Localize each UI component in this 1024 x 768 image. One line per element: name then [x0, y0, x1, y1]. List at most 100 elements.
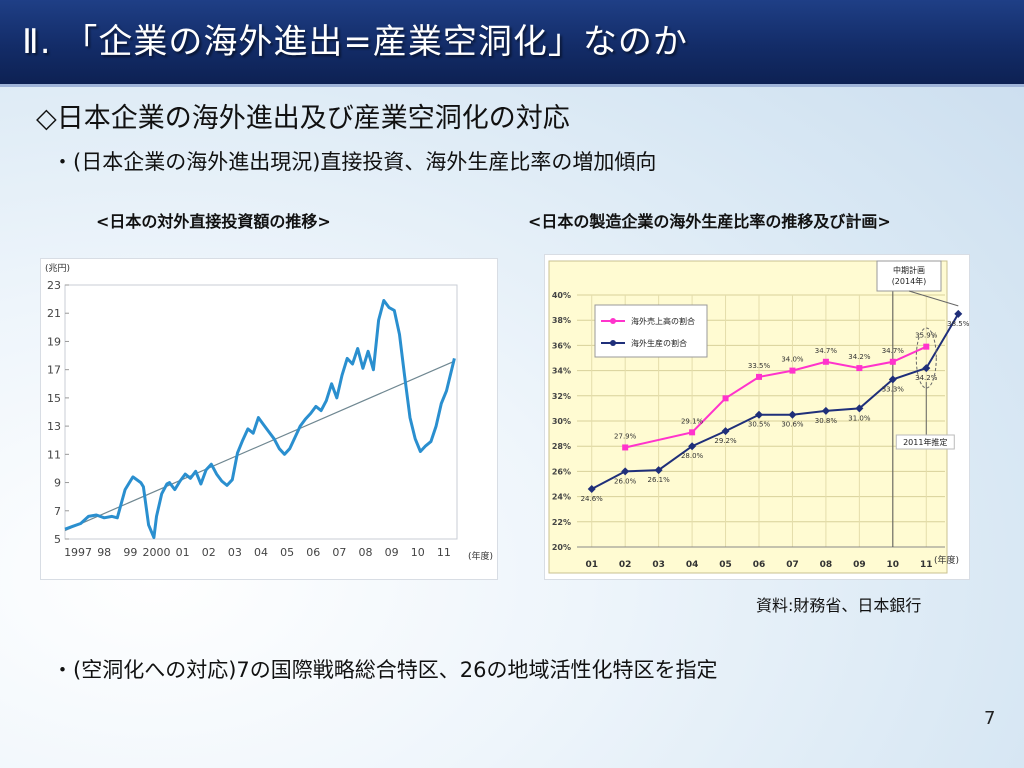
data-label-s1-0: 24.6%: [581, 495, 604, 503]
y-tick-label-3: 11: [47, 448, 61, 461]
x-tick-label-8: 05: [280, 546, 294, 559]
data-label-s1-11: 38.5%: [947, 320, 969, 328]
data-label-s0-4: 34.0%: [781, 356, 804, 364]
plan-box-line-1: (2014年): [892, 276, 927, 286]
legend-marker-0: [610, 318, 616, 324]
data-label-s0-6: 34.2%: [848, 353, 871, 361]
fdi-line-chart: (兆円) 5 7 9 11 13 15 17 19 21 23 1997 98 99 2000 01 02 03 0…: [45, 263, 493, 562]
estimate-label: 2011年推定: [903, 437, 947, 447]
x-tick-label-12: 09: [385, 546, 399, 559]
point-s1-0: [587, 485, 596, 494]
data-label-s1-7: 30.8%: [815, 417, 838, 425]
title-bar: Ⅱ. 「企業の海外進出=産業空洞化」なのか: [0, 0, 1024, 87]
y-tick-label-3: 26%: [552, 467, 571, 476]
x-tick-label-11: 08: [359, 546, 373, 559]
source-note: 資料:財務省、日本銀行: [756, 596, 922, 615]
point-s0-0: [622, 444, 629, 451]
x-tick-label-9: 10: [887, 560, 900, 570]
data-label-s1-8: 31.0%: [848, 414, 871, 422]
data-label-s0-8: 35.9%: [915, 332, 938, 340]
estimate-box: [895, 434, 955, 450]
y-tick-label-10: 40%: [552, 291, 571, 300]
data-label-s0-5: 34.7%: [815, 347, 838, 355]
fdi-series-line: [64, 299, 456, 540]
y-tick-label-2: 9: [54, 477, 61, 490]
x-tick-label-0: 1997: [64, 546, 92, 559]
y-tick-label-8: 21: [47, 307, 61, 320]
data-label-s0-3: 33.5%: [748, 362, 771, 370]
x-tick-label-5: 02: [202, 546, 216, 559]
x-tick-label-4: 05: [719, 560, 732, 570]
x-tick-label-13: 10: [411, 546, 425, 559]
data-label-s1-5: 30.5%: [748, 421, 771, 429]
point-s0-4: [789, 367, 796, 374]
left-chart-panel: (兆円) 5 7 9 11 13 15 17 19 21 23 1997 98 99 2000 01 02 03 0…: [40, 258, 498, 580]
legend-label-0: 海外売上高の割合: [631, 316, 695, 326]
point-s0-6: [856, 365, 863, 372]
highlight-ellipse: [915, 327, 937, 389]
x-tick-label-8: 09: [853, 560, 866, 570]
y-tick-label-0: 20%: [552, 543, 571, 552]
x-tick-label-5: 06: [753, 560, 766, 570]
left-chart-caption: <日本の対外直接投資額の推移>: [96, 212, 331, 231]
x-tick-label-10: 07: [332, 546, 346, 559]
x-tick-label-7: 08: [820, 560, 833, 570]
x-tick-label-3: 2000: [142, 546, 170, 559]
data-label-s1-9: 33.3%: [882, 385, 905, 393]
legend-box: [594, 304, 708, 358]
y-tick-label-8: 36%: [552, 341, 571, 350]
y-tick-label-9: 38%: [552, 316, 571, 325]
point-s0-8: [923, 343, 930, 350]
trend-line: [64, 360, 455, 532]
point-s0-2: [722, 395, 729, 402]
point-s1-9: [888, 375, 897, 384]
point-s1-1: [621, 467, 630, 476]
y-tick-label-7: 19: [47, 335, 61, 348]
x-axis-unit-label: (年度): [934, 554, 959, 566]
plan-pointer: [908, 290, 959, 307]
point-s1-10: [922, 364, 931, 373]
point-s0-7: [889, 358, 896, 365]
point-s1-5: [755, 410, 763, 419]
series-line-1: [591, 313, 960, 490]
y-tick-label-5: 15: [47, 392, 61, 405]
point-s1-8: [855, 404, 864, 413]
y-tick-label-5: 30%: [552, 417, 571, 426]
point-s1-4: [721, 427, 730, 436]
y-tick-label-1: 22%: [552, 518, 571, 527]
x-tick-label-0: 01: [585, 560, 598, 570]
y-tick-label-4: 28%: [552, 442, 571, 451]
right-chart-panel: 20% 22% 24% 26% 28% 30% 32% 34% 36% 38% 40% 01 02 03 0…: [544, 254, 970, 580]
section-heading: ◇日本企業の海外進出及び産業空洞化の対応: [36, 103, 570, 134]
data-label-s1-1: 26.0%: [614, 477, 637, 485]
y-tick-label-7: 34%: [552, 367, 571, 376]
data-label-s1-4: 29.2%: [714, 437, 737, 445]
y-tick-label-4: 13: [47, 420, 61, 433]
point-s0-1: [689, 429, 696, 436]
y-tick-label-6: 17: [47, 364, 61, 377]
x-tick-label-2: 99: [123, 546, 137, 559]
data-label-s0-7: 34.7%: [882, 347, 905, 355]
slide-title: Ⅱ. 「企業の海外進出=産業空洞化」なのか: [22, 22, 688, 62]
point-s1-3: [688, 442, 697, 451]
data-label-s0-1: 29.1%: [681, 417, 704, 425]
y-tick-label-2: 24%: [552, 493, 571, 502]
bullet-investment: ・(日本企業の海外進出現況)直接投資、海外生産比率の増加傾向: [52, 150, 657, 174]
legend-label-1: 海外生産の割合: [631, 338, 687, 348]
x-axis-unit-label: (年度): [468, 550, 493, 562]
page-number: 7: [984, 708, 996, 729]
point-s0-5: [822, 358, 829, 365]
legend-marker-1: [610, 340, 616, 346]
x-tick-label-10: 11: [920, 560, 933, 570]
bullet-countermeasure: ・(空洞化への対応)7の国際戦略総合特区、26の地域活性化特区を指定: [52, 658, 718, 682]
x-tick-label-7: 04: [254, 546, 268, 559]
y-tick-label-1: 7: [54, 505, 61, 518]
right-chart-caption: <日本の製造企業の海外生産比率の推移及び計画>: [528, 212, 891, 231]
x-tick-label-14: 11: [437, 546, 451, 559]
x-tick-label-1: 98: [97, 546, 111, 559]
x-tick-label-6: 03: [228, 546, 242, 559]
data-label-s1-3: 28.0%: [681, 452, 704, 460]
x-tick-label-3: 04: [686, 560, 699, 570]
plan-box-line-0: 中期計画: [893, 265, 925, 275]
data-label-s0-0: 27.9%: [614, 432, 637, 440]
